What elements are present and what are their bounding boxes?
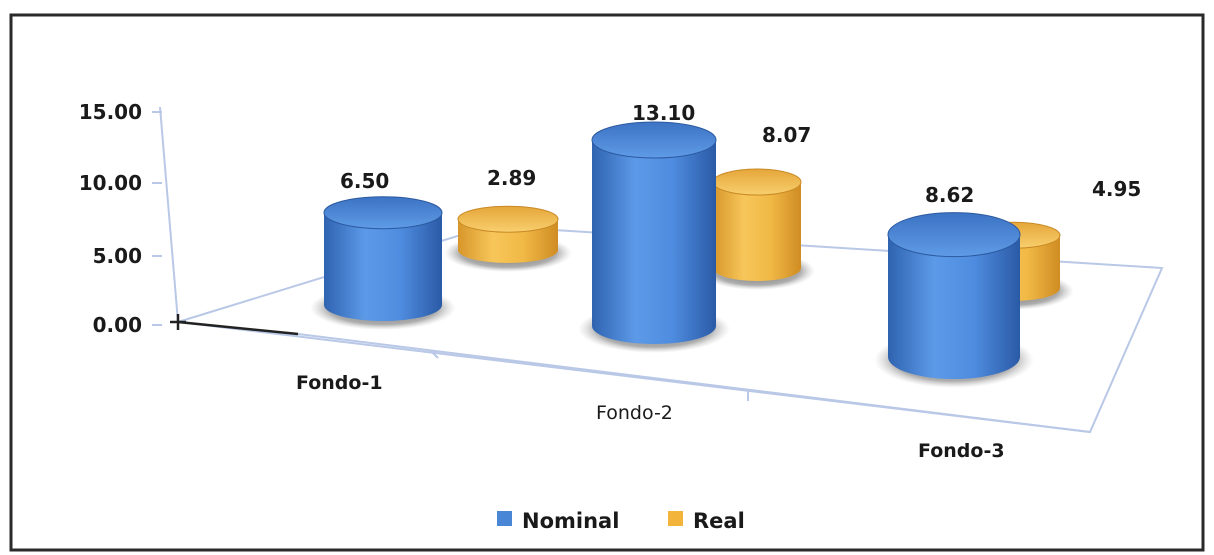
x-axis-origin: [177, 320, 299, 336]
bars-group: [310, 121, 1074, 388]
data-label: 2.89: [487, 166, 536, 190]
category-labels-group: Fondo-1 Fondo-2 Fondo-3: [296, 349, 1005, 462]
data-label: 8.07: [762, 123, 811, 147]
bar-top: [887, 212, 1021, 258]
x-category-label: Fondo-1: [296, 372, 383, 394]
legend: Nominal Real: [497, 509, 745, 533]
y-axis-line: [159, 106, 179, 323]
bar-body: [888, 234, 1020, 379]
legend-swatch-nominal: [497, 511, 512, 526]
data-label: 8.62: [925, 183, 974, 207]
bar-nominal-fondo-3: [874, 212, 1034, 388]
legend-swatch-real: [668, 511, 683, 526]
legend-label-nominal: Nominal: [522, 509, 619, 533]
bar-top: [457, 205, 559, 233]
x-category-label: Fondo-2: [596, 402, 673, 424]
bar-body: [713, 182, 801, 281]
data-label: 6.50: [340, 169, 389, 193]
bar-top: [712, 168, 802, 196]
y-axis-ticks: 15.00 10.00 5.00 0.00: [79, 100, 162, 337]
bar-body: [592, 139, 716, 344]
bar-top: [591, 121, 717, 159]
y-tick-label: 15.00: [79, 100, 142, 124]
bar-real-fondo-2: [699, 168, 815, 290]
bar-nominal-fondo-2: [578, 121, 730, 353]
data-label: 13.10: [632, 101, 695, 125]
y-tick-label: 5.00: [93, 244, 142, 268]
y-tick-label: 10.00: [79, 171, 142, 195]
x-category-label: Fondo-3: [918, 440, 1005, 462]
bar-nominal-fondo-1: [310, 196, 456, 330]
legend-label-real: Real: [693, 509, 745, 533]
x-tick-mark: [429, 349, 439, 359]
bar-body: [324, 212, 442, 321]
data-labels-group: 2.89 8.07 4.95 6.50 13.10 8.62: [340, 101, 1141, 207]
chart-frame: [9, 13, 1205, 552]
bar-top: [323, 196, 443, 230]
y-tick-label: 0.00: [93, 313, 142, 337]
bar-real-fondo-1: [444, 205, 572, 272]
data-label: 4.95: [1092, 177, 1141, 201]
